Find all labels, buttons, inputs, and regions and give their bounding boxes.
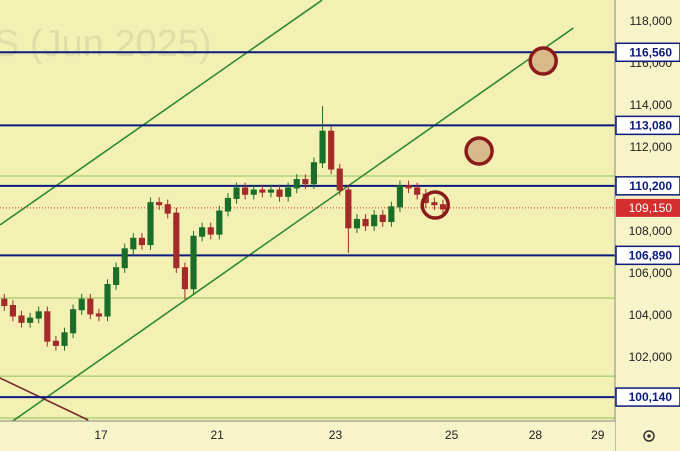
y-axis-bg — [615, 0, 680, 451]
x-tick-label: 25 — [445, 428, 459, 442]
level-label: 110,200 — [629, 179, 672, 193]
y-tick-label: 106,000 — [629, 266, 673, 280]
candle-body — [362, 218, 369, 227]
candle-body — [9, 305, 16, 317]
y-tick-label: 118,000 — [630, 14, 673, 28]
level-label-box — [615, 245, 680, 266]
candle-body — [276, 189, 283, 197]
candle-body — [207, 227, 214, 235]
candle-body — [396, 185, 404, 208]
last-price-box — [616, 198, 680, 217]
candle-body — [35, 311, 42, 319]
settings-icon-dot — [647, 434, 651, 438]
candle-body — [181, 267, 189, 290]
level-label: 100,140 — [629, 390, 673, 404]
y-tick-label: 102,000 — [629, 350, 673, 364]
candle-body — [44, 311, 51, 342]
trendline — [0, 0, 323, 226]
candle-body — [190, 235, 197, 290]
level-label-box — [615, 42, 680, 63]
candle-body — [224, 197, 232, 212]
x-axis-bg — [0, 421, 615, 451]
candle-body — [70, 309, 77, 334]
candle-body — [233, 187, 240, 199]
marker-circle — [528, 46, 558, 76]
x-tick-label: 28 — [529, 428, 543, 442]
level-label-box — [615, 387, 680, 407]
y-tick-label: 108,000 — [629, 224, 673, 238]
settings-icon-ring — [643, 430, 655, 442]
candle-body — [113, 267, 120, 286]
candle-body — [302, 179, 309, 185]
watermark: S (Jun 2025) — [0, 23, 212, 65]
y-tick-label: 114,000 — [630, 98, 673, 112]
candle-body — [147, 202, 154, 246]
marker-circle — [464, 136, 494, 166]
y-tick-label: 104,000 — [629, 308, 673, 322]
candle-body — [173, 212, 180, 269]
candle-body — [310, 162, 318, 185]
settings-icon — [643, 430, 655, 442]
candle-body — [52, 340, 59, 346]
candle-body — [414, 187, 421, 195]
marker-circle — [420, 190, 450, 220]
candle-body — [242, 187, 249, 195]
candle-body — [285, 187, 292, 197]
candle-body — [104, 284, 111, 317]
level-label: 113,080 — [629, 119, 672, 133]
trendline — [0, 377, 89, 421]
x-tick-label: 17 — [94, 428, 108, 442]
candle-body — [405, 185, 412, 189]
level-label-box — [615, 115, 680, 136]
candle-body — [267, 189, 275, 193]
candle-body — [87, 298, 94, 315]
candle-body — [138, 237, 146, 246]
last-price-label: 109,150 — [629, 201, 673, 215]
candle-body — [95, 313, 102, 317]
candle-body — [18, 315, 25, 323]
y-tick-label: 112,000 — [630, 140, 673, 154]
candle-body — [431, 202, 438, 206]
candle-body — [216, 210, 223, 235]
x-tick-label: 21 — [211, 428, 225, 442]
candle-body — [27, 317, 34, 323]
candle-body — [371, 214, 378, 227]
candle-body — [293, 179, 300, 189]
candle-body — [353, 218, 361, 229]
candle-body — [130, 237, 137, 250]
x-tick-label: 23 — [329, 428, 343, 442]
trendline — [0, 27, 574, 431]
candle-body — [78, 298, 85, 311]
level-label: 116,560 — [629, 45, 672, 59]
candle-body — [61, 332, 68, 346]
candle-body — [164, 204, 171, 214]
candle-body — [328, 130, 335, 170]
candle-body — [259, 189, 266, 193]
candle-body — [336, 168, 343, 191]
candle-body — [345, 189, 352, 229]
candle-body — [250, 189, 257, 195]
candle-body — [156, 202, 163, 206]
candle-body — [388, 206, 395, 223]
candle-body — [319, 130, 326, 164]
level-label-box — [615, 176, 680, 196]
candle-body — [1, 298, 8, 307]
candle-body — [199, 227, 206, 237]
candle-body — [379, 214, 386, 223]
candle-body — [121, 248, 128, 269]
x-tick-label: 29 — [591, 428, 605, 442]
candle-body — [439, 204, 447, 210]
level-label: 106,890 — [629, 249, 673, 263]
